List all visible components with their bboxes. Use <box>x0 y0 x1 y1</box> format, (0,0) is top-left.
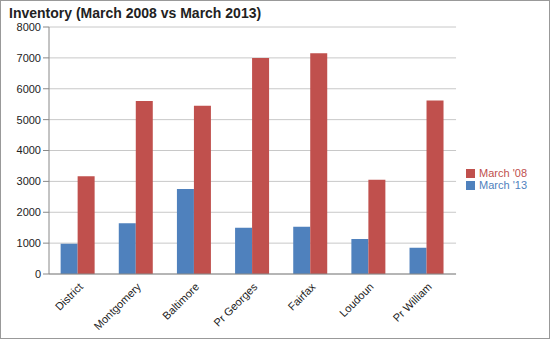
svg-text:3000: 3000 <box>17 175 41 187</box>
html-text:Inventory (March 2008 vs March: Inventory (March 2008 vs March 2013) <box>9 5 262 21</box>
svg-text:Pr William: Pr William <box>390 280 433 323</box>
svg-text:District: District <box>53 280 85 312</box>
svg-text:4000: 4000 <box>17 144 41 156</box>
svg-text:Pr Georges: Pr Georges <box>211 280 260 329</box>
html-text:March '08: March '08 <box>479 166 527 179</box>
svg-text:Fairfax: Fairfax <box>285 280 318 313</box>
svg-text:8000: 8000 <box>17 21 41 33</box>
svg-text:Loudoun: Loudoun <box>337 280 376 319</box>
svg-text:0: 0 <box>35 268 41 280</box>
html-text:March '13: March '13 <box>479 178 527 191</box>
svg-text:Montgomery: Montgomery <box>91 280 143 332</box>
svg-text:1000: 1000 <box>17 237 41 249</box>
svg-text:Baltimore: Baltimore <box>160 280 201 321</box>
svg-text:7000: 7000 <box>17 52 41 64</box>
svg-text:5000: 5000 <box>17 114 41 126</box>
svg-text:2000: 2000 <box>17 206 41 218</box>
svg-text:6000: 6000 <box>17 83 41 95</box>
